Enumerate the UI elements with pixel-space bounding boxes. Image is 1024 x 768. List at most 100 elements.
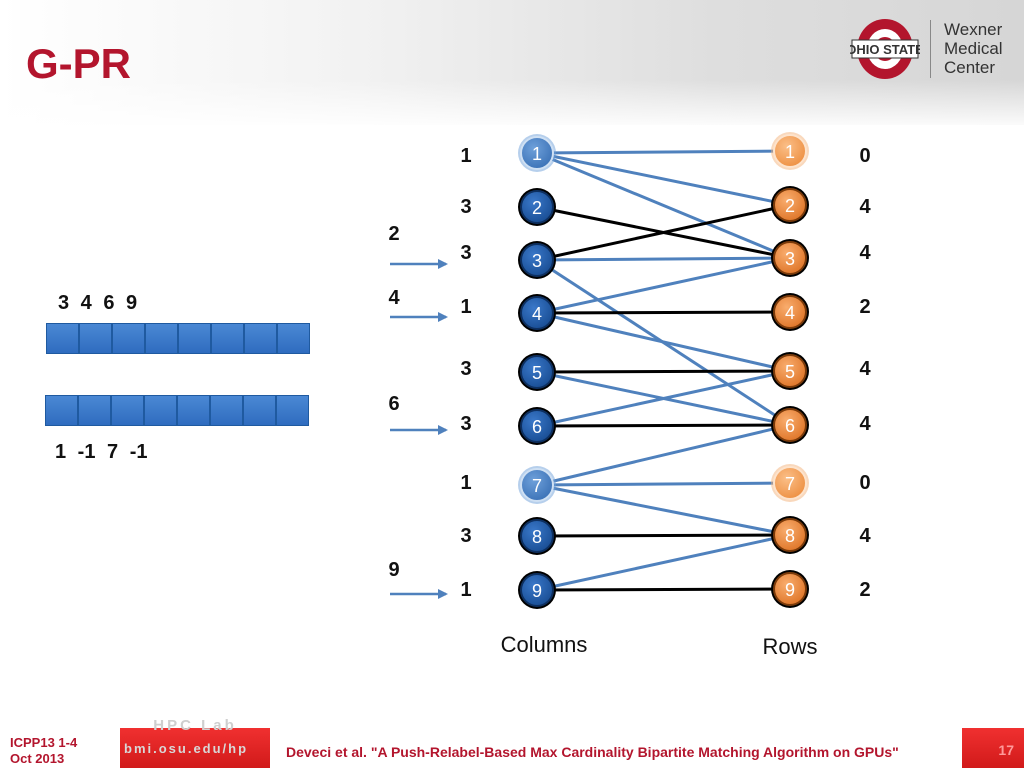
- edge-c3-r3: [536, 256, 791, 262]
- arrow-label: 4: [388, 287, 400, 309]
- row-value: 4: [859, 196, 871, 218]
- lab-url: bmi.osu.edu/hp: [124, 741, 249, 756]
- top-array-cell: [46, 323, 79, 354]
- column-node-label: 8: [532, 527, 542, 547]
- column-node: [520, 355, 554, 389]
- edge-c5-r5: [536, 369, 791, 374]
- column-node-label: 3: [532, 251, 542, 271]
- edge-c1-r1: [536, 149, 791, 155]
- edge-c4-r4: [536, 310, 791, 315]
- columns-label: Columns: [501, 632, 588, 657]
- edge-c6-r6: [536, 423, 791, 428]
- edge-c4-r5: [536, 311, 791, 373]
- top-array-cell: [145, 323, 178, 354]
- footer-lab: HPC Lab bmi.osu.edu/hp: [120, 717, 270, 768]
- logo-divider: [930, 20, 931, 78]
- row-node-label: 1: [785, 142, 795, 162]
- logo-text: Wexner Medical Center: [944, 20, 1003, 77]
- edge-c8-r8: [536, 533, 791, 538]
- bottom-array-cell: [45, 395, 78, 426]
- bottom-array-cell: [111, 395, 144, 426]
- top-array: [46, 323, 310, 354]
- bottom-array-cell: [78, 395, 111, 426]
- row-node: [773, 518, 807, 552]
- bottom-array: [45, 395, 309, 426]
- logo-line-3: Center: [944, 58, 996, 77]
- column-value: 3: [460, 242, 471, 264]
- row-value: 0: [859, 472, 870, 494]
- top-array-cell: [79, 323, 112, 354]
- row-value: 4: [859, 358, 871, 380]
- row-value: 0: [859, 145, 870, 167]
- column-node-label: 6: [532, 417, 542, 437]
- top-array-cell: [178, 323, 211, 354]
- node-values: 1 3 3 1 3 3 1 3 1 0 4 4 2 4 4 0 4 2: [460, 145, 871, 601]
- row-node-label: 5: [785, 362, 795, 382]
- edge-c4-r3: [536, 256, 791, 315]
- bottom-array-cell: [177, 395, 210, 426]
- row-value: 2: [859, 296, 870, 318]
- row-node-label: 7: [785, 474, 795, 494]
- bottom-array-cell: [276, 395, 309, 426]
- column-value: 3: [460, 196, 471, 218]
- column-value: 3: [460, 413, 471, 435]
- header-fade: [0, 80, 1024, 130]
- logo-line-1: Wexner: [944, 20, 1003, 39]
- bottom-array-labels: 1 -1 7 -1: [55, 441, 148, 463]
- row-node-label: 6: [785, 416, 795, 436]
- column-node-label: 5: [532, 363, 542, 383]
- column-node: [520, 573, 554, 607]
- edge-c7-r8: [536, 483, 791, 537]
- row-value: 4: [859, 242, 871, 264]
- row-node: [773, 295, 807, 329]
- top-array-cell: [244, 323, 277, 354]
- bottom-array-cell: [243, 395, 276, 426]
- row-node: [773, 188, 807, 222]
- edge-c1-r2: [536, 151, 791, 207]
- edge-c3-r2: [536, 203, 791, 262]
- row-value: 4: [859, 413, 871, 435]
- citation: Deveci et al. "A Push-Relabel-Based Max …: [286, 744, 899, 760]
- bottom-array-cell: [210, 395, 243, 426]
- column-node-label: 9: [532, 581, 542, 601]
- ohio-state-logo-icon: OHIO STATE: [850, 19, 920, 79]
- footer-left: ICPP13 1-4 Oct 2013: [0, 728, 120, 768]
- row-node: [773, 354, 807, 388]
- column-node: [520, 243, 554, 277]
- top-array-cell: [112, 323, 145, 354]
- conference-line-2: Oct 2013: [10, 751, 65, 766]
- row-node: [773, 241, 807, 275]
- row-node: [773, 408, 807, 442]
- arrow-label: 9: [388, 559, 399, 581]
- column-node: [520, 190, 554, 224]
- edge-c7-r7: [536, 481, 791, 487]
- column-node-label: 1: [532, 144, 542, 164]
- column-value: 1: [460, 579, 471, 601]
- bottom-array-cell: [144, 395, 177, 426]
- slide-title: G-PR: [26, 40, 131, 87]
- row-node: [773, 134, 807, 168]
- column-node: [520, 296, 554, 330]
- row-node: [773, 466, 807, 500]
- column-node-label: 4: [532, 304, 542, 324]
- column-value: 1: [460, 296, 471, 318]
- logo-line-2: Medical: [944, 39, 1003, 58]
- top-array-labels: 3 4 6 9: [58, 292, 138, 314]
- column-node-label: 7: [532, 476, 542, 496]
- column-node: [520, 519, 554, 553]
- row-node-label: 2: [785, 196, 795, 216]
- row-node-label: 4: [785, 303, 795, 323]
- column-value: 3: [460, 525, 471, 547]
- row-node-label: 3: [785, 249, 795, 269]
- edge-c9-r8: [536, 533, 791, 592]
- nodes: 1 2 3 4 5 6 7 8 9 1 2 3 4 5 6 7 8 9: [518, 132, 809, 609]
- row-node-label: 8: [785, 526, 795, 546]
- footer: ICPP13 1-4 Oct 2013 HPC Lab bmi.osu.edu/…: [0, 717, 1024, 768]
- logo-mark: OHIO STATE: [850, 42, 920, 57]
- conference-info: ICPP13 1-4 Oct 2013: [10, 735, 77, 767]
- edge-c6-r5: [536, 369, 791, 428]
- edge-c1-r3: [536, 151, 791, 260]
- top-array-cell: [277, 323, 310, 354]
- row-node-label: 9: [785, 580, 795, 600]
